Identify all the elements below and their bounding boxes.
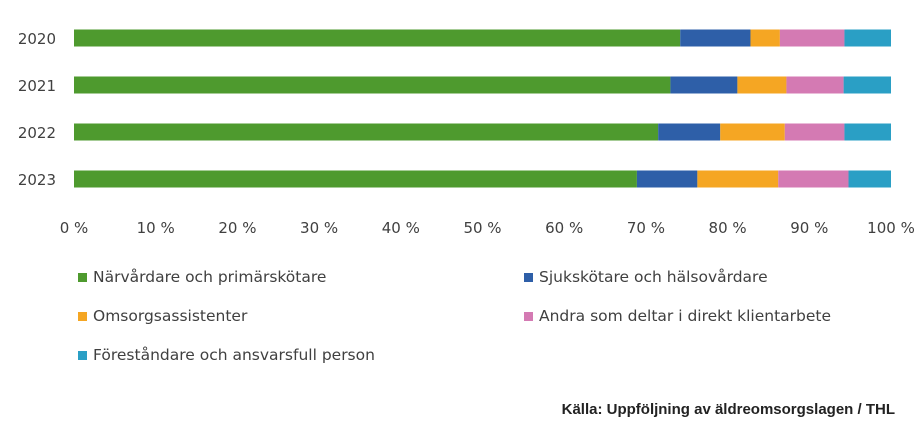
x-tick-label: 100 % (867, 219, 915, 237)
bar-segment-2020-s0 (74, 29, 681, 47)
legend-swatch (78, 311, 87, 321)
bar-segment-2023-s0 (74, 170, 637, 188)
legend-item: Föreståndare och ansvarsfull person (78, 346, 375, 364)
legend-item: Omsorgsassistenter (78, 307, 247, 325)
bar-segment-2022-s2 (720, 123, 785, 141)
legend-swatch (524, 311, 533, 321)
legend-swatch (78, 350, 87, 360)
bar-segment-2022-s4 (844, 123, 891, 141)
year-label: 2020 (18, 30, 56, 48)
bar-segment-2023-s4 (848, 170, 891, 188)
x-tick-label: 0 % (60, 219, 89, 237)
bar-segment-2022-s0 (74, 123, 659, 141)
bar-segment-2020-s1 (680, 29, 751, 47)
year-label: 2022 (18, 124, 56, 142)
x-tick-label: 80 % (709, 219, 747, 237)
bar-segment-2020-s2 (750, 29, 780, 47)
x-tick-label: 30 % (300, 219, 338, 237)
legend-swatch (78, 272, 87, 282)
x-tick-label: 90 % (790, 219, 828, 237)
legend-label: Närvårdare och primärskötare (93, 268, 327, 286)
source-note: Källa: Uppföljning av äldreomsorgslagen … (561, 401, 895, 418)
bar-segment-2023-s3 (778, 170, 849, 188)
bar-segment-2023-s1 (636, 170, 698, 188)
legend-item: Sjukskötare och hälsovårdare (524, 268, 768, 286)
legend-item: Närvårdare och primärskötare (78, 268, 326, 286)
x-axis-ticks-group: 0 % 10 % 20 % 30 % 40 % 50 % 60 % 70 % 80 % 90 % 1… (60, 219, 915, 237)
bar-segment-2021-s1 (670, 76, 738, 94)
bar-segment-2020-s3 (779, 29, 845, 47)
bar-segment-2021-s2 (737, 76, 787, 94)
bars-group (74, 29, 891, 188)
legend-label: Omsorgsassistenter (93, 307, 248, 325)
year-label: 2023 (18, 171, 56, 189)
x-tick-label: 10 % (137, 219, 175, 237)
bar-segment-2021-s4 (843, 76, 891, 94)
bar-segment-2021-s0 (74, 76, 671, 94)
legend-swatch (524, 272, 533, 282)
x-tick-label: 20 % (218, 219, 256, 237)
legend-label: Andra som deltar i direkt klientarbete (539, 307, 832, 325)
legend-item: Andra som deltar i direkt klientarbete (524, 307, 831, 325)
x-tick-label: 60 % (545, 219, 583, 237)
year-labels-group: 2020 2021 2022 2023 (18, 30, 56, 189)
legend-label: Föreståndare och ansvarsfull person (93, 346, 375, 364)
x-tick-label: 40 % (382, 219, 420, 237)
bar-segment-2022-s3 (784, 123, 845, 141)
x-tick-label: 50 % (463, 219, 501, 237)
bar-segment-2021-s3 (786, 76, 844, 94)
bar-segment-2020-s4 (844, 29, 891, 47)
year-label: 2021 (18, 77, 56, 95)
legend-label: Sjukskötare och hälsovårdare (539, 268, 768, 286)
bar-segment-2023-s2 (697, 170, 779, 188)
bar-segment-2022-s1 (658, 123, 721, 141)
x-tick-label: 70 % (627, 219, 665, 237)
